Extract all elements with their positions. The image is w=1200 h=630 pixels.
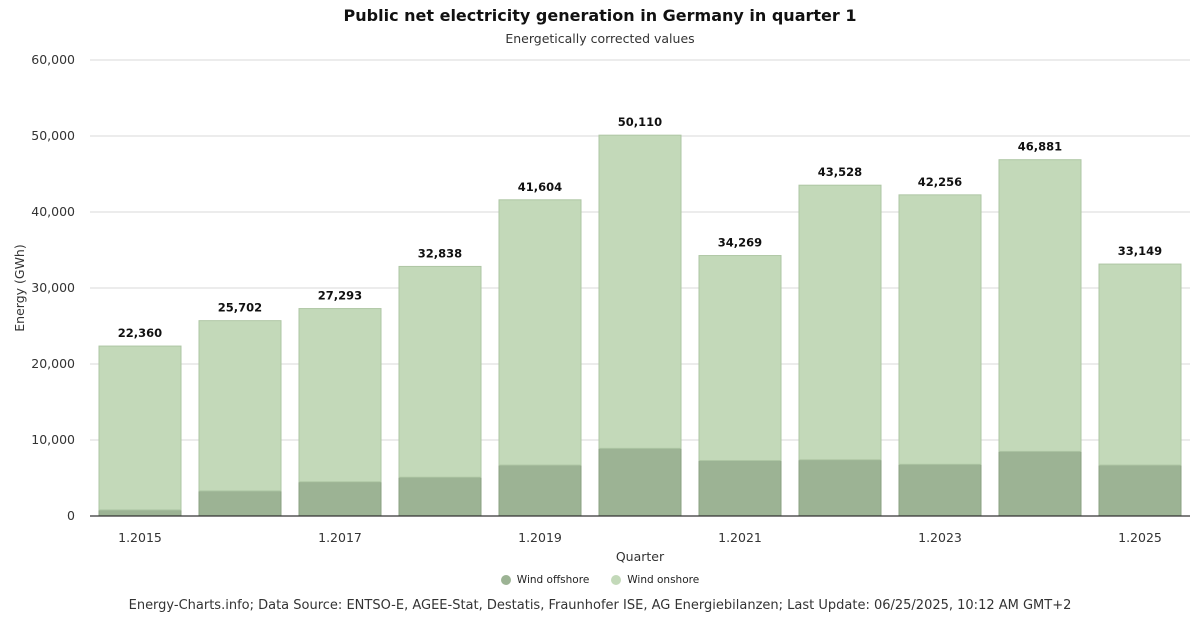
bar-series <box>98 134 1182 517</box>
x-tick-label: 1.2015 <box>118 530 162 545</box>
total-data-label: 22,360 <box>118 326 162 340</box>
x-tick-label: 1.2021 <box>718 530 762 545</box>
x-tick-label: 1.2023 <box>918 530 962 545</box>
total-data-label: 27,293 <box>318 289 362 303</box>
source-credit: Energy-Charts.info; Data Source: ENTSO-E… <box>128 598 1072 613</box>
total-data-label: 34,269 <box>718 236 762 250</box>
y-axis-title: Energy (GWh) <box>12 244 27 331</box>
total-data-label: 50,110 <box>618 115 662 129</box>
bar-wind-offshore[interactable] <box>398 476 482 517</box>
data-labels: 22,360 25,702 27,293 32,838 41,604 50,110 34,2… <box>118 115 1162 340</box>
total-data-label: 25,702 <box>218 301 262 315</box>
x-tick-label: 1.2025 <box>1118 530 1162 545</box>
x-tick-label: 1.2019 <box>518 530 562 545</box>
bar-wind-onshore[interactable] <box>398 265 482 478</box>
total-data-label: 41,604 <box>518 180 562 194</box>
y-tick-label: 10,000 <box>31 432 75 447</box>
legend: Wind offshore Wind onshore <box>0 574 1200 586</box>
bar-wind-offshore[interactable] <box>198 490 282 517</box>
chart-title: Public net electricity generation in Ger… <box>343 6 857 25</box>
axes: 0 10,000 20,000 30,000 40,000 50,000 60,000 1.2… <box>12 52 1190 564</box>
bar-wind-offshore[interactable] <box>498 464 582 517</box>
bar-wind-offshore[interactable] <box>698 460 782 517</box>
legend-item-wind-onshore[interactable]: Wind onshore <box>611 574 699 586</box>
y-tick-label: 30,000 <box>31 280 75 295</box>
legend-label-wind-onshore: Wind onshore <box>627 574 700 586</box>
y-tick-label: 0 <box>67 508 75 523</box>
bar-wind-offshore[interactable] <box>598 447 682 517</box>
total-data-label: 33,149 <box>1118 244 1162 258</box>
bar-wind-onshore[interactable] <box>698 255 782 462</box>
bar-wind-onshore[interactable] <box>1098 263 1182 466</box>
bar-wind-onshore[interactable] <box>298 308 382 483</box>
bar-wind-onshore[interactable] <box>898 194 982 465</box>
total-data-label: 32,838 <box>418 246 462 260</box>
bar-wind-onshore[interactable] <box>98 345 182 511</box>
bar-wind-onshore[interactable] <box>498 199 582 466</box>
total-data-label: 43,528 <box>818 165 862 179</box>
bar-wind-offshore[interactable] <box>898 463 982 517</box>
x-tick-label: 1.2017 <box>318 530 362 545</box>
y-tick-label: 20,000 <box>31 356 75 371</box>
bar-wind-offshore[interactable] <box>98 509 182 517</box>
bar-wind-onshore[interactable] <box>198 320 282 492</box>
y-tick-label: 50,000 <box>31 128 75 143</box>
legend-item-wind-offshore[interactable]: Wind offshore <box>500 574 590 586</box>
legend-swatch-wind-offshore <box>500 575 511 585</box>
x-axis-title: Quarter <box>616 549 665 564</box>
bar-wind-offshore[interactable] <box>798 459 882 517</box>
total-data-label: 42,256 <box>918 175 962 189</box>
y-tick-label: 40,000 <box>31 204 75 219</box>
legend-label-wind-offshore: Wind offshore <box>516 574 590 586</box>
bar-wind-onshore[interactable] <box>798 184 882 461</box>
bar-wind-offshore[interactable] <box>298 481 382 517</box>
bar-wind-onshore[interactable] <box>998 159 1082 452</box>
bar-wind-offshore[interactable] <box>998 450 1082 517</box>
bar-wind-onshore[interactable] <box>598 134 682 449</box>
total-data-label: 46,881 <box>1018 140 1062 154</box>
legend-swatch-wind-onshore <box>611 575 622 585</box>
chart-subtitle: Energetically corrected values <box>505 31 695 46</box>
y-tick-label: 60,000 <box>31 52 75 67</box>
bar-wind-offshore[interactable] <box>1098 464 1182 517</box>
